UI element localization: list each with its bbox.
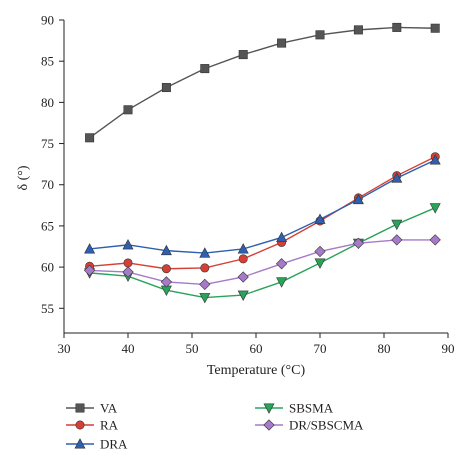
legend-label-sbsma: SBSMA: [289, 401, 334, 416]
data-point-dra: [237, 243, 249, 254]
data-point-dr-sbscma: [314, 245, 326, 258]
x-tick-label: 30: [58, 341, 71, 356]
legend-marker-va: [75, 403, 85, 413]
data-point-va: [315, 30, 325, 40]
series-sbsma: [84, 203, 441, 304]
legend-marker-sbsma: [263, 403, 275, 414]
data-point-dra: [160, 244, 172, 256]
legend-marker-ra: [75, 420, 85, 430]
series-ra: [85, 152, 440, 274]
x-tick-label: 70: [314, 341, 327, 356]
data-point-dr-sbscma: [122, 266, 134, 278]
legend-label-dra: DRA: [100, 437, 128, 452]
series-line-sbsma: [89, 207, 436, 299]
series-line-ra: [89, 156, 436, 270]
data-point-ra: [161, 264, 171, 274]
legend: VA RA DRA SBSMA DR/SBSCMA: [66, 401, 364, 452]
data-point-dra: [276, 231, 288, 242]
data-point-ra: [200, 263, 210, 273]
y-tick-label: 90: [41, 13, 54, 28]
series-line-va: [89, 26, 436, 139]
data-point-dr-sbscma: [83, 264, 96, 277]
y-tick-label: 55: [41, 301, 54, 316]
legend-item-dra: DRA: [66, 437, 128, 452]
legend-marker-dr-sbscma: [263, 419, 275, 431]
data-point-va: [238, 50, 248, 60]
x-tick-label: 80: [378, 341, 391, 356]
x-tick-label: 60: [250, 341, 263, 356]
x-tick-label: 50: [186, 341, 199, 356]
data-point-va: [123, 105, 133, 115]
data-point-dr-sbscma: [429, 234, 441, 246]
x-tick-label: 90: [442, 341, 455, 356]
series-dra: [84, 154, 441, 258]
data-point-dra: [84, 243, 96, 254]
data-point-va: [392, 22, 402, 32]
data-point-va: [430, 23, 440, 33]
data-point-dra: [352, 193, 364, 205]
data-point-sbsma: [391, 219, 403, 231]
data-point-va: [85, 133, 95, 143]
data-point-sbsma: [276, 277, 288, 288]
data-point-sbsma: [314, 258, 326, 269]
data-point-va: [353, 25, 363, 35]
y-tick-label: 75: [41, 136, 54, 151]
series-dr-sbscma: [83, 234, 441, 291]
y-axis-title: δ (°): [16, 165, 31, 190]
x-axis-title: Temperature (°C): [207, 363, 306, 378]
data-point-va: [161, 83, 171, 93]
legend-label-ra: RA: [100, 418, 119, 433]
axes: 30 40 50 60 70 80 90 55 60 65 70 75 80 85 90: [41, 13, 455, 357]
data-point-dra: [314, 213, 326, 224]
data-point-dr-sbscma: [352, 237, 365, 249]
series-line-dr-sbscma: [89, 239, 436, 286]
data-point-dra: [122, 239, 134, 250]
data-point-dr-sbscma: [237, 271, 249, 283]
y-tick-label: 85: [41, 54, 54, 69]
data-point-va: [277, 38, 287, 48]
data-point-dra: [199, 247, 211, 258]
y-tick-label: 65: [41, 218, 54, 233]
data-point-dr-sbscma: [160, 276, 173, 288]
legend-item-sbsma: SBSMA: [255, 401, 334, 416]
data-point-ra: [123, 258, 133, 268]
data-point-dr-sbscma: [275, 258, 288, 270]
legend-item-dr-sbscma: DR/SBSCMA: [255, 418, 364, 433]
data-point-dra: [429, 154, 441, 165]
data-point-sbsma: [429, 203, 441, 214]
y-tick-label: 80: [41, 95, 54, 110]
series-va: [85, 22, 440, 143]
data-point-va: [200, 64, 210, 74]
y-tick-label: 70: [41, 177, 54, 192]
data-point-dra: [391, 172, 403, 183]
data-point-dr-sbscma: [199, 278, 211, 291]
legend-item-ra: RA: [66, 418, 119, 433]
data-point-sbsma: [199, 293, 211, 304]
x-tick-label: 40: [122, 341, 135, 356]
legend-marker-dra: [74, 438, 86, 449]
data-point-sbsma: [237, 290, 249, 301]
series-line-dra: [89, 159, 436, 254]
legend-item-va: VA: [66, 401, 118, 416]
plot-area: [83, 22, 441, 304]
data-point-ra: [238, 254, 248, 264]
legend-label-dr-sbscma: DR/SBSCMA: [289, 418, 364, 433]
data-point-dr-sbscma: [391, 234, 403, 246]
y-tick-label: 60: [41, 260, 54, 275]
legend-label-va: VA: [100, 401, 118, 416]
